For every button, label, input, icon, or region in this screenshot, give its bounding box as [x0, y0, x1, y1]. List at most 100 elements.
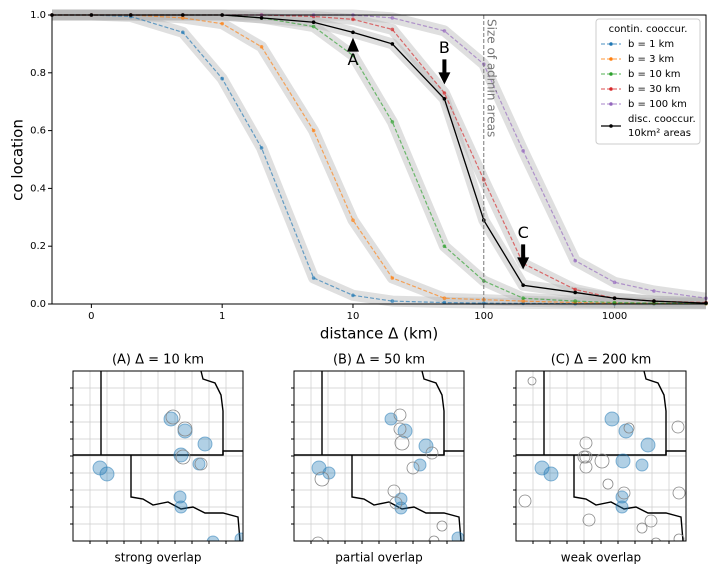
map-point — [579, 460, 593, 474]
map-point — [394, 501, 408, 515]
map-point — [174, 500, 188, 514]
map-point — [387, 484, 401, 498]
series-point — [181, 16, 185, 20]
legend-marker — [609, 42, 613, 46]
plot-frame — [51, 14, 707, 305]
map-border — [200, 371, 224, 455]
panel-title: (B) Δ = 50 km — [333, 353, 425, 368]
map-panel: (A) Δ = 10 km strong overlap — [70, 353, 244, 565]
series-point — [390, 16, 395, 20]
map-point — [394, 492, 408, 506]
map-border — [351, 455, 462, 541]
y-tick-label: 0.4 — [30, 183, 46, 194]
series-point — [442, 97, 447, 101]
map-point — [99, 466, 115, 482]
map-point — [604, 411, 620, 427]
map-point — [393, 422, 407, 436]
map-point — [615, 453, 631, 469]
map-point — [582, 513, 596, 527]
series-point — [311, 276, 316, 280]
series-point — [311, 24, 316, 29]
y-tick-label: 0.0 — [30, 299, 46, 310]
map-panel: (B) Δ = 50 km partial overlap — [291, 353, 465, 565]
map-content — [294, 371, 464, 541]
map-point — [194, 457, 208, 471]
series-point — [351, 293, 355, 298]
map-panel: (C) Δ = 200 km weak overlap — [513, 353, 687, 565]
map-point — [671, 420, 685, 434]
map-point — [543, 466, 559, 482]
legend-label: b = 100 km — [628, 99, 687, 110]
y-tick-label: 0.6 — [30, 126, 46, 137]
series-point — [311, 128, 316, 133]
series-point — [390, 42, 395, 46]
series-point — [442, 91, 447, 95]
map-border — [421, 371, 445, 455]
map-point — [406, 461, 420, 475]
series-point — [652, 299, 656, 303]
series-point — [181, 30, 185, 35]
map-point — [636, 522, 648, 534]
map-point — [527, 376, 537, 386]
legend-marker — [609, 57, 613, 61]
map-point — [234, 532, 243, 541]
map-content — [73, 371, 243, 541]
annotation-label: C — [518, 223, 529, 242]
map-point — [534, 460, 550, 476]
x-axis-label: distance Δ (km) — [320, 325, 438, 343]
map-point — [436, 520, 448, 532]
map-point — [177, 421, 193, 437]
map-point — [594, 453, 610, 469]
map-point — [428, 535, 440, 541]
panel-caption: partial overlap — [335, 551, 423, 565]
series-point — [390, 299, 395, 303]
map-point — [394, 435, 410, 451]
map-point — [650, 537, 662, 541]
series-point — [390, 276, 395, 280]
series-line — [52, 14, 707, 305]
panel-caption: weak overlap — [561, 551, 641, 565]
map-point — [413, 458, 427, 472]
annotation-label: A — [347, 50, 358, 69]
map-point — [618, 423, 634, 439]
x-tick-label: 100 — [474, 311, 493, 322]
map-point — [644, 514, 658, 528]
map-point — [393, 408, 407, 422]
x-tick-label: 1 — [219, 311, 225, 322]
legend-marker — [609, 124, 613, 128]
x-tick-label: 0 — [88, 311, 94, 322]
map-point — [197, 436, 213, 452]
panel-title: (A) Δ = 10 km — [112, 353, 204, 368]
map-point — [175, 449, 191, 465]
series-point — [573, 258, 577, 263]
map-point — [673, 533, 685, 541]
legend-label: b = 3 km — [628, 54, 674, 65]
map-point — [163, 411, 179, 427]
map-point — [518, 494, 532, 508]
y-tick-label: 1.0 — [30, 10, 46, 21]
series-point — [220, 76, 224, 81]
series-point — [390, 120, 395, 124]
map-point — [602, 478, 614, 490]
series-point — [351, 53, 355, 58]
series-point — [442, 296, 447, 301]
map-border — [573, 455, 684, 541]
map-point — [617, 486, 631, 500]
map-point — [635, 458, 649, 472]
series-point — [220, 21, 224, 26]
map-content — [516, 371, 686, 541]
y-tick-label: 0.2 — [30, 241, 46, 252]
legend-marker — [609, 102, 613, 106]
map-point — [451, 531, 464, 541]
map-border — [643, 371, 667, 455]
panel-title: (C) Δ = 200 km — [551, 353, 652, 368]
series-point — [311, 20, 316, 25]
legend-label: b = 30 km — [628, 84, 681, 95]
map-border — [130, 455, 241, 541]
series-point — [351, 218, 355, 222]
map-point — [672, 486, 686, 500]
y-axis-label: co location — [9, 119, 27, 201]
x-tick-label: 1000 — [602, 311, 627, 322]
annotation-arrow — [517, 244, 530, 270]
